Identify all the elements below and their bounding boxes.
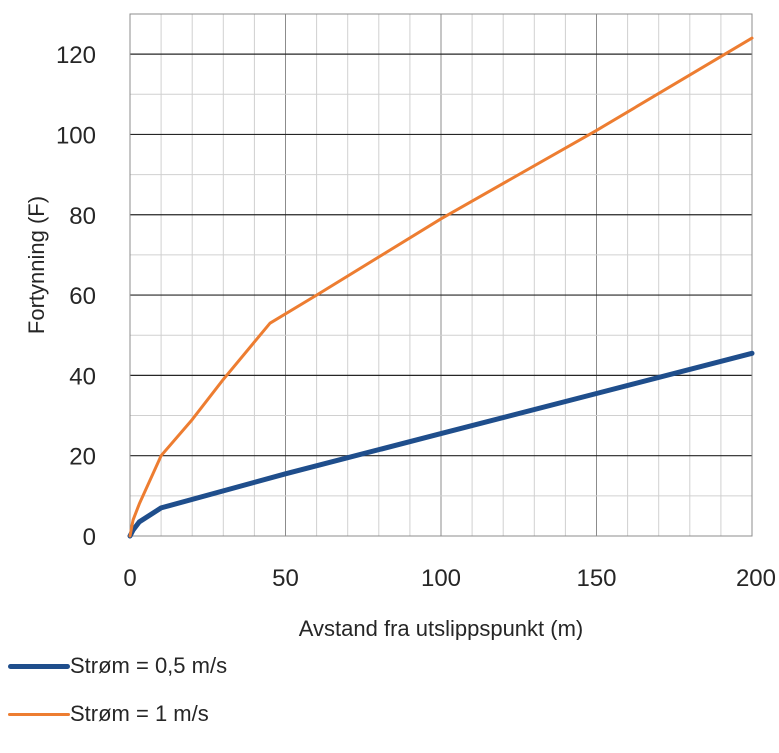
legend-item-series-1: Strøm = 0,5 m/s: [8, 642, 227, 690]
x-tick-label: 200: [736, 565, 776, 592]
legend-label-series-2: Strøm = 1 m/s: [70, 701, 209, 726]
y-axis-tick-labels: 0 20 40 60 80 100 120: [56, 42, 96, 551]
x-tick-label: 0: [123, 565, 136, 592]
x-axis-title: Avstand fra utslippspunkt (m): [299, 616, 584, 640]
y-tick-label: 20: [69, 444, 96, 471]
y-tick-label: 80: [69, 203, 96, 230]
line-chart: 0 20 40 60 80 100 120 0 50 100 150 200 Avstand fra…: [24, 13, 776, 640]
x-axis-tick-labels: 0 50 100 150 200: [123, 565, 776, 592]
y-tick-label: 100: [56, 122, 96, 149]
series-line-2: [128, 36, 754, 538]
y-tick-label: 40: [69, 363, 96, 390]
y-tick-label: 60: [69, 283, 96, 310]
legend-swatch-series-2: [8, 712, 70, 716]
legend-item-series-2: Strøm = 1 m/s: [8, 690, 227, 738]
series-layer: [127, 36, 755, 539]
y-tick-label: 120: [56, 42, 96, 69]
x-tick-label: 150: [576, 565, 616, 592]
x-tick-label: 100: [421, 565, 461, 592]
series-line-1: [127, 350, 755, 539]
plot-frame: [129, 13, 753, 537]
y-tick-label: 0: [83, 524, 96, 551]
grid: [130, 14, 752, 537]
y-axis-title: Fortynning (F): [24, 196, 49, 334]
x-tick-label: 50: [272, 565, 299, 592]
legend: Strøm = 0,5 m/s Strøm = 1 m/s: [8, 642, 227, 738]
legend-swatch-series-1: [8, 663, 70, 669]
legend-label-series-1: Strøm = 0,5 m/s: [70, 653, 228, 678]
